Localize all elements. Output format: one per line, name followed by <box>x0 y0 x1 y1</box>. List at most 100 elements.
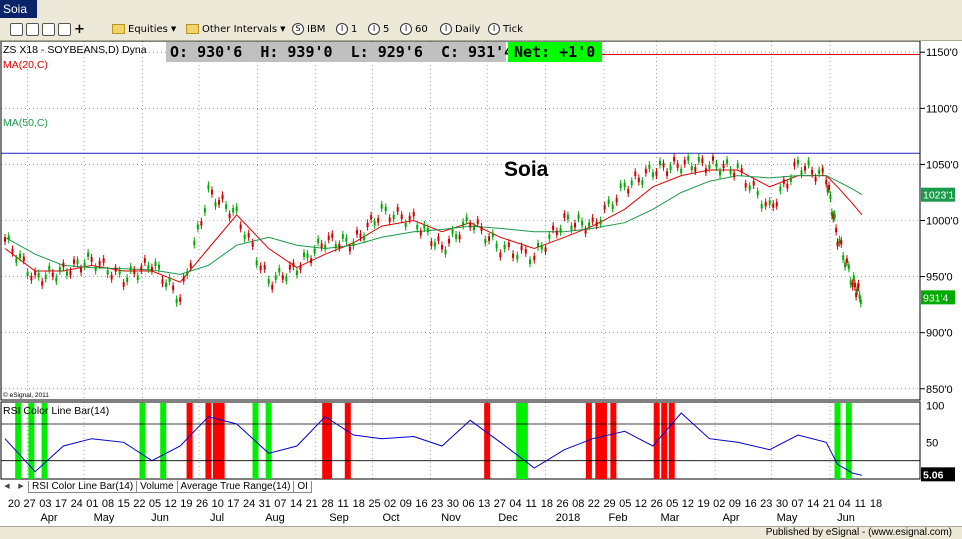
price-bar-body <box>828 185 831 190</box>
price-bar-body <box>263 265 266 270</box>
chart-window-icon[interactable] <box>10 22 23 36</box>
rsi-color-bars <box>1 403 920 479</box>
y-tick-label: 1100'0 <box>926 103 958 115</box>
price-bar-body <box>830 211 833 217</box>
price-bar-body <box>524 248 527 254</box>
price-bar-body <box>34 270 37 276</box>
y-tick-label: 1000'0 <box>926 216 959 228</box>
tab-next-icon[interactable]: ▶ <box>18 482 24 490</box>
price-bar-body <box>744 183 747 188</box>
interval-button-5[interactable]: I 5 <box>368 21 389 37</box>
price-bar-body <box>143 258 146 263</box>
symbol-button[interactable]: S IBM <box>292 21 325 37</box>
tick-button[interactable]: I Tick <box>488 21 523 37</box>
price-bar-body <box>200 221 203 226</box>
interval-label: 60 <box>415 23 428 35</box>
price-bar-body <box>814 177 817 182</box>
price-bar-body <box>172 285 175 291</box>
rsi-overbought-bar <box>205 403 212 479</box>
price-bar-body <box>680 168 683 174</box>
price-bar-body <box>114 267 117 272</box>
price-bar-body <box>80 267 83 273</box>
price-bar-body <box>41 281 44 286</box>
x-day-label: 27 <box>494 498 506 510</box>
interval-label: 1 <box>351 23 358 35</box>
series-line-price <box>5 164 862 299</box>
price-bar-body <box>168 277 171 282</box>
intervals-dropdown[interactable]: Other Intervals ▼ <box>186 21 285 37</box>
tab-prev-icon[interactable]: ◀ <box>4 482 10 490</box>
chart-area[interactable]: 1150'0 1100'0 1050'0 1000'0 950'0 900'0 850'0 1… <box>0 41 962 526</box>
equities-dropdown[interactable]: Equities ▼ <box>112 21 176 37</box>
price-bar-body <box>55 277 58 282</box>
rsi-overbought-bar <box>218 403 225 479</box>
x-month-label: May <box>777 512 798 524</box>
price-bar-body <box>655 171 658 176</box>
page-icon[interactable] <box>26 22 39 36</box>
price-bar-body <box>537 242 540 248</box>
price-bar-body <box>826 187 829 193</box>
rsi-panel-frame <box>0 401 921 480</box>
daily-button[interactable]: I Daily <box>440 21 480 37</box>
price-bar-body <box>320 243 323 248</box>
last-price-tag: 931'4 <box>923 292 949 304</box>
price-bar-body <box>433 242 436 247</box>
x-day-label: 07 <box>792 498 804 510</box>
price-bar-body <box>341 234 344 239</box>
x-day-label: 04 <box>839 498 851 510</box>
interval-button-1[interactable]: I 1 <box>336 21 357 37</box>
tab-rsi[interactable]: RSI Color Line Bar(14) <box>28 480 138 493</box>
last-price-tag-bg <box>921 290 955 305</box>
price-bar-body <box>829 194 832 200</box>
price-bar-body <box>472 225 475 231</box>
edit-icon[interactable] <box>58 22 71 36</box>
gridlines <box>1 41 920 479</box>
price-bar-body <box>271 284 274 290</box>
tab-oi[interactable]: OI <box>293 480 312 493</box>
price-bar-body <box>44 274 47 280</box>
price-bar-body <box>175 298 178 304</box>
price-bar-body <box>210 189 213 195</box>
price-bar-body <box>825 179 828 185</box>
price-bar-body <box>577 214 580 220</box>
x-day-label: 15 <box>118 498 130 510</box>
x-day-label: 01 <box>86 498 98 510</box>
tab-atr[interactable]: Average True Range(14) <box>176 480 295 493</box>
price-bar-body <box>465 216 468 222</box>
x-month-label: Aug <box>265 512 285 524</box>
price-bar-body <box>76 259 79 265</box>
price-bar-body <box>313 248 316 254</box>
x-day-label: 04 <box>509 498 521 510</box>
symbol-icon: S <box>292 23 304 35</box>
x-day-label: 16 <box>744 498 756 510</box>
price-bar-body <box>384 206 387 212</box>
price-bar-body <box>507 242 510 248</box>
rsi-overbought-bar <box>322 403 329 479</box>
price-bar-body <box>430 241 433 246</box>
copy-icon[interactable] <box>42 22 55 36</box>
price-bar-body <box>228 213 231 219</box>
y-tick-label: 850'0 <box>926 384 953 396</box>
x-day-label: 25 <box>368 498 380 510</box>
price-bar-body <box>669 165 672 170</box>
x-month-label: 2018 <box>556 512 580 524</box>
x-day-label: 24 <box>71 498 83 510</box>
tab-volume[interactable]: Volume <box>136 480 178 493</box>
daily-label: Daily <box>455 23 481 35</box>
price-bar-body <box>345 237 348 242</box>
price-bar-body <box>768 200 771 205</box>
price-bar-body <box>833 213 836 219</box>
price-bar-body <box>189 263 192 268</box>
chevron-down-icon: ▼ <box>170 25 177 33</box>
x-month-label: Feb <box>609 512 628 524</box>
x-month-label: Jul <box>210 512 224 524</box>
add-icon[interactable]: + <box>74 21 85 37</box>
series-line-ma20 <box>4 169 863 283</box>
price-bar-body <box>858 294 861 299</box>
interval-button-60[interactable]: I 60 <box>400 21 428 37</box>
price-bar-body <box>800 170 803 175</box>
x-day-label: 08 <box>572 498 584 510</box>
price-bar-body <box>94 266 97 272</box>
rsi-overbought-bar <box>344 403 351 479</box>
window-title[interactable]: Soia <box>0 0 37 18</box>
